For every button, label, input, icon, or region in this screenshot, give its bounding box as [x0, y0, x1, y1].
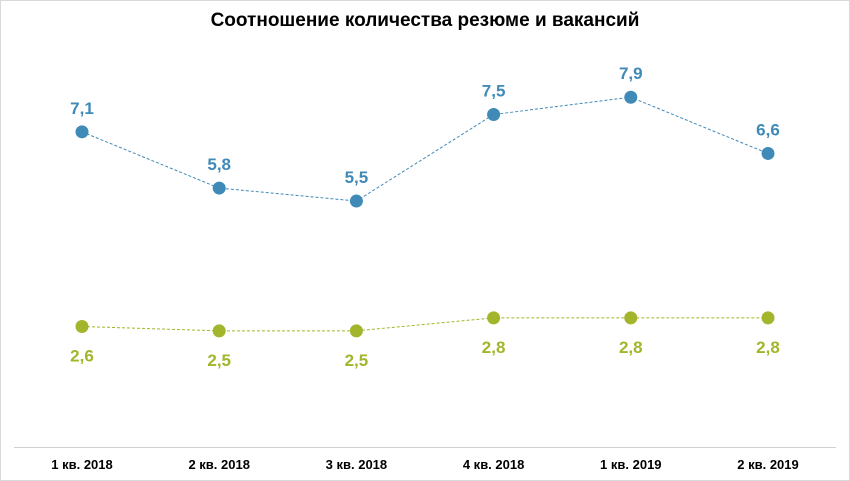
series-1-data-label: 5,5: [345, 168, 369, 187]
series-2-data-label: 2,8: [619, 338, 643, 357]
series-2-point: [761, 311, 775, 325]
series-1-point: [212, 181, 226, 195]
x-tick-label: 2 кв. 2018: [188, 457, 249, 472]
series-1-point: [624, 90, 638, 104]
series-2-point: [487, 311, 501, 325]
series-1-point: [487, 108, 501, 122]
x-tick-label: 1 кв. 2019: [600, 457, 661, 472]
series-1-point: [75, 125, 89, 139]
x-tick-label: 3 кв. 2018: [326, 457, 387, 472]
series-1-data-label: 7,9: [619, 64, 643, 83]
series-2-data-label: 2,5: [207, 351, 231, 370]
x-tick-label: 2 кв. 2019: [737, 457, 798, 472]
series-2-data-label: 2,8: [756, 338, 780, 357]
series-1-data-label: 5,8: [207, 155, 231, 174]
series-2-line: [81, 317, 768, 332]
series-2-point: [349, 324, 363, 338]
series-1-data-label: 6,6: [756, 120, 780, 139]
series-2-point: [212, 324, 226, 338]
series-2-data-label: 2,6: [70, 347, 94, 366]
series-2-data-label: 2,5: [345, 351, 369, 370]
series-1-point: [761, 146, 775, 160]
chart-title: Соотношение количества резюме и вакансий: [210, 10, 640, 31]
series-2-point: [75, 320, 89, 334]
x-tick-label: 1 кв. 2018: [51, 457, 112, 472]
series-1-point: [349, 194, 363, 208]
series-1-line: [81, 96, 769, 202]
series-2-point: [624, 311, 638, 325]
series-2-data-label: 2,8: [482, 338, 506, 357]
series-1-data-label: 7,1: [70, 99, 94, 118]
series-1-data-label: 7,5: [482, 82, 506, 101]
x-tick-label: 4 кв. 2018: [463, 457, 524, 472]
